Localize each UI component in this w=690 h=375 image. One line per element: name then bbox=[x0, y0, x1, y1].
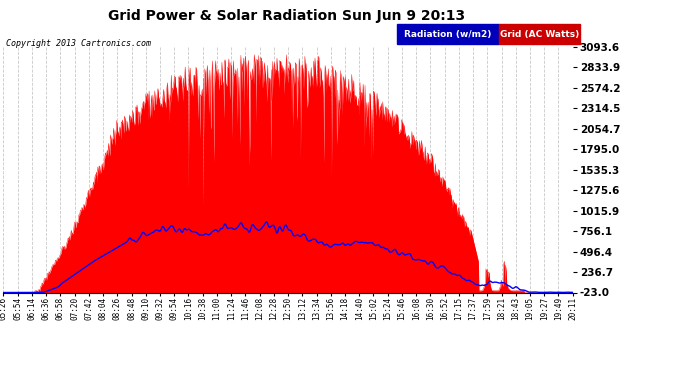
Text: Grid (AC Watts): Grid (AC Watts) bbox=[500, 30, 579, 39]
Text: Grid Power & Solar Radiation Sun Jun 9 20:13: Grid Power & Solar Radiation Sun Jun 9 2… bbox=[108, 9, 465, 23]
Text: Radiation (w/m2): Radiation (w/m2) bbox=[404, 30, 491, 39]
Text: Copyright 2013 Cartronics.com: Copyright 2013 Cartronics.com bbox=[6, 39, 150, 48]
